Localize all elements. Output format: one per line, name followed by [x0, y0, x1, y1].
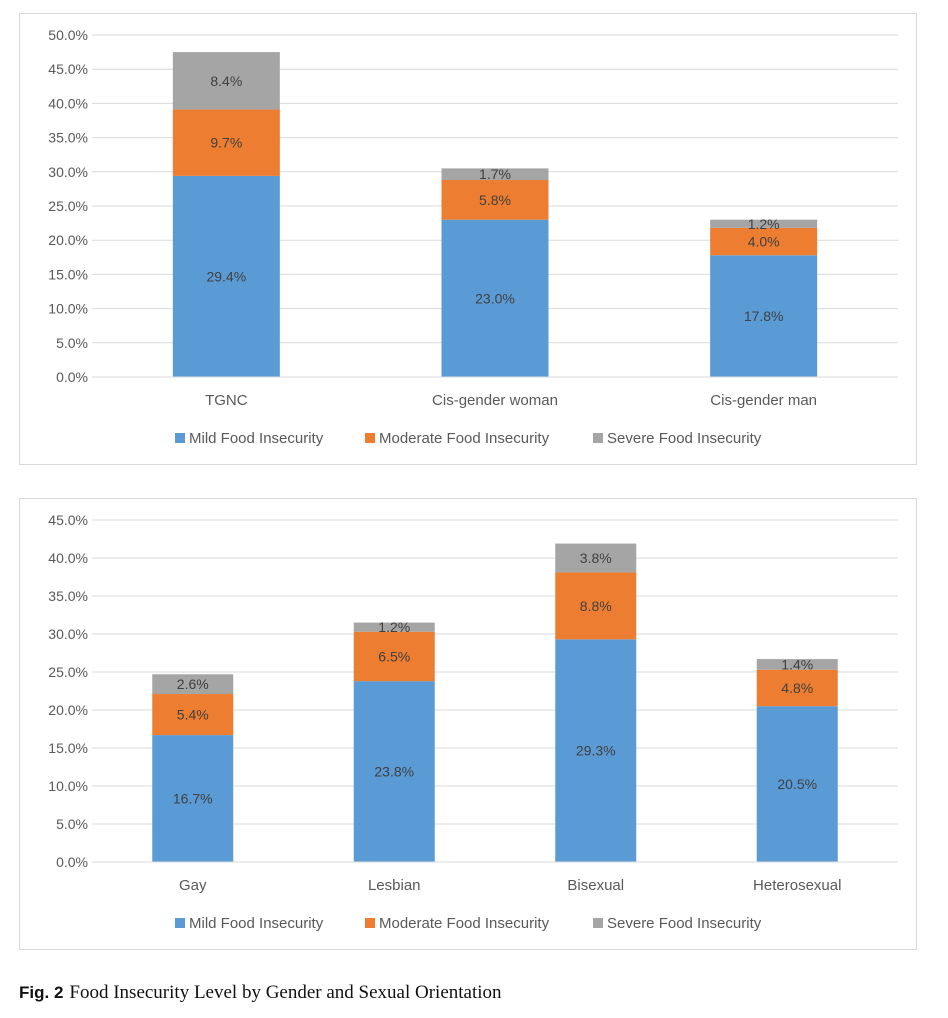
bar-segment [756, 659, 838, 670]
x-category-label: Heterosexual [753, 877, 841, 894]
data-label: 16.7% [173, 791, 213, 807]
bar-segment [152, 735, 234, 862]
legend-label: Mild Food Insecurity [189, 430, 324, 447]
data-label: 3.8% [580, 550, 612, 566]
bar-segment [441, 219, 549, 377]
data-label: 9.7% [210, 135, 242, 151]
legend-swatch [593, 918, 603, 928]
x-category-label: Lesbian [368, 877, 421, 894]
legend-label: Mild Food Insecurity [189, 915, 324, 932]
data-label: 23.0% [475, 290, 515, 306]
legend-swatch [365, 433, 375, 443]
y-tick-label: 0.0% [56, 369, 88, 385]
gender-food-insecurity-chart: 0.0% 5.0% 10.0% 15.0% 20.0% 25.0% 30.0% 35.0% 40… [48, 27, 898, 447]
orientation-chart-frame: 0.0% 5.0% 10.0% 15.0% 20.0% 25.0% 30.0% 35.0% 40… [19, 498, 917, 950]
bar-segment [441, 180, 549, 220]
data-label: 5.4% [177, 707, 209, 723]
bar-segment [555, 543, 637, 573]
bar-segment [353, 681, 435, 862]
bar-segment [710, 255, 818, 377]
y-tick-label: 0.0% [56, 854, 88, 870]
legend-label: Moderate Food Insecurity [379, 915, 550, 932]
bar-segment [441, 168, 549, 181]
data-label: 1.2% [378, 619, 410, 635]
y-tick-label: 40.0% [48, 550, 88, 566]
y-tick-label: 15.0% [48, 740, 88, 756]
x-category-label: Cis-gender man [710, 392, 817, 409]
y-tick-label: 45.0% [48, 512, 88, 528]
y-tick-label: 35.0% [48, 130, 88, 146]
data-label: 5.8% [479, 192, 511, 208]
bar-segment [555, 639, 637, 862]
y-tick-label: 20.0% [48, 232, 88, 248]
data-label: 20.5% [777, 776, 817, 792]
y-tick-label: 35.0% [48, 588, 88, 604]
data-label: 6.5% [378, 648, 410, 664]
y-tick-label: 20.0% [48, 702, 88, 718]
bar-segment [172, 175, 280, 377]
data-label: 4.8% [781, 680, 813, 696]
y-tick-label: 10.0% [48, 778, 88, 794]
legend-label: Severe Food Insecurity [607, 430, 762, 447]
bar-segment [710, 227, 818, 256]
legend-label: Moderate Food Insecurity [379, 430, 550, 447]
bar-segment [152, 694, 234, 736]
data-label: 17.8% [744, 308, 784, 324]
y-tick-label: 15.0% [48, 266, 88, 282]
x-category-label: Bisexual [567, 877, 624, 894]
data-label: 1.2% [748, 216, 780, 232]
y-tick-label: 40.0% [48, 95, 88, 111]
orientation-food-insecurity-chart: 0.0% 5.0% 10.0% 15.0% 20.0% 25.0% 30.0% 35.0% 40… [48, 512, 898, 932]
data-label: 8.4% [210, 73, 242, 89]
data-label: 29.4% [206, 268, 246, 284]
y-tick-label: 50.0% [48, 27, 88, 43]
legend-swatch [365, 918, 375, 928]
y-tick-label: 5.0% [56, 335, 88, 351]
x-category-label: Cis-gender woman [432, 392, 558, 409]
bar-segment [555, 572, 637, 640]
figure-caption-text: Food Insecurity Level by Gender and Sexu… [69, 982, 502, 1003]
gender-chart-frame: 0.0% 5.0% 10.0% 15.0% 20.0% 25.0% 30.0% 35.0% 40… [19, 13, 917, 465]
legend-label: Severe Food Insecurity [607, 915, 762, 932]
bar-segment [353, 631, 435, 682]
legend-swatch [175, 433, 185, 443]
y-tick-label: 25.0% [48, 198, 88, 214]
y-tick-label: 30.0% [48, 626, 88, 642]
bar-segment [172, 109, 280, 176]
bar-segment [756, 669, 838, 707]
y-tick-label: 10.0% [48, 301, 88, 317]
bar-segment [756, 706, 838, 862]
y-tick-label: 45.0% [48, 61, 88, 77]
data-label: 29.3% [576, 743, 616, 759]
y-tick-label: 30.0% [48, 164, 88, 180]
x-category-label: Gay [179, 877, 207, 894]
y-tick-label: 5.0% [56, 816, 88, 832]
figure-label: Fig. 2 [19, 983, 64, 1002]
bar-segment [172, 52, 280, 110]
data-label: 2.6% [177, 676, 209, 692]
figure-caption: Fig. 2 Food Insecurity Level by Gender an… [19, 982, 502, 1004]
bar-segment [353, 622, 435, 632]
bar-segment [152, 674, 234, 695]
data-label: 1.4% [781, 656, 813, 672]
data-label: 4.0% [748, 234, 780, 250]
legend-swatch [593, 433, 603, 443]
x-category-label: TGNC [205, 392, 248, 409]
bar-segment [710, 219, 818, 228]
y-tick-label: 25.0% [48, 664, 88, 680]
data-label: 23.8% [374, 764, 414, 780]
legend-swatch [175, 918, 185, 928]
data-label: 1.7% [479, 166, 511, 182]
data-label: 8.8% [580, 598, 612, 614]
